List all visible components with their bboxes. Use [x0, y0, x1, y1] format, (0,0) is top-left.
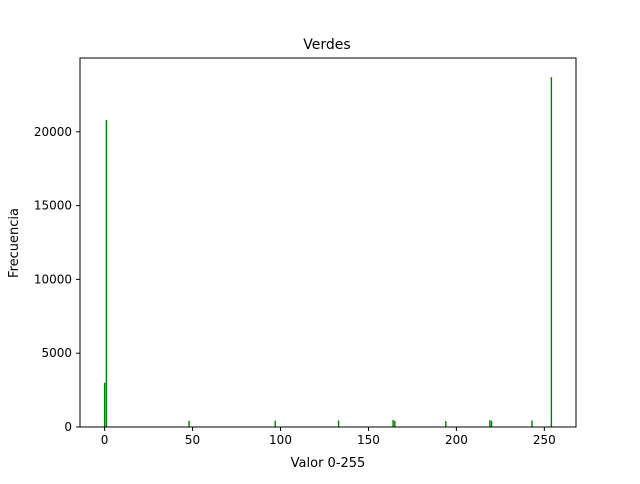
x-tick-label: 200	[445, 433, 468, 447]
x-tick-label: 250	[533, 433, 556, 447]
plot-area-frame	[79, 57, 577, 428]
histogram-bar	[274, 420, 276, 427]
x-tick-label: 100	[269, 433, 292, 447]
histogram-bar	[392, 419, 394, 427]
x-axis-label: Valor 0-255	[291, 456, 366, 471]
histogram-bar	[188, 420, 190, 427]
y-axis-ticks: 0 5000 10000 15000 20000	[34, 125, 80, 434]
histogram-bar	[489, 420, 491, 427]
x-tick-label: 50	[185, 433, 200, 447]
chart-title: Verdes	[303, 37, 350, 53]
histogram-bar	[445, 421, 447, 427]
y-tick-label: 20000	[34, 125, 72, 139]
y-axis-label: Frecuencia	[7, 208, 22, 278]
histogram-bar	[490, 420, 493, 427]
histogram-bar	[394, 420, 396, 427]
y-tick-label: 15000	[34, 199, 72, 213]
y-tick-label: 10000	[34, 272, 72, 286]
y-tick-label: 5000	[41, 346, 72, 360]
histogram-bar	[531, 420, 533, 427]
x-tick-label: 0	[101, 433, 109, 447]
histogram-bar	[105, 119, 108, 427]
histogram-bar	[103, 382, 106, 427]
bars-layer	[103, 77, 553, 428]
histogram-bar	[337, 420, 340, 427]
histogram-bar	[550, 77, 553, 428]
x-tick-label: 150	[357, 433, 380, 447]
y-tick-label: 0	[64, 420, 72, 434]
x-axis-ticks: 0 50 100 150 200 250	[101, 427, 556, 447]
